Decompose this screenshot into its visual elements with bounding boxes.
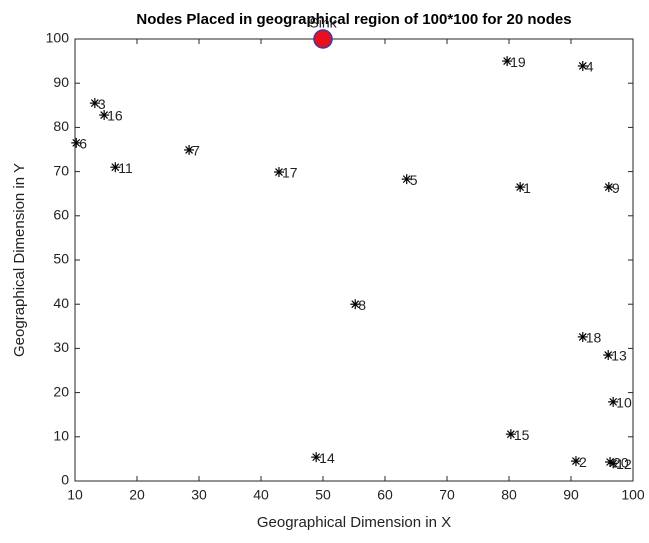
node-marker	[603, 182, 614, 193]
x-tick-label: 10	[67, 487, 83, 503]
x-tick-label: 100	[621, 487, 645, 503]
point-label: 7	[192, 143, 200, 159]
y-tick-label: 30	[53, 339, 69, 355]
point-label: Sink	[309, 15, 337, 31]
node-marker	[273, 167, 284, 178]
marker-stroke	[578, 332, 587, 341]
sink-marker	[313, 29, 333, 49]
node-marker	[184, 144, 195, 155]
point-label: 2	[579, 454, 587, 470]
marker-stroke	[90, 99, 99, 108]
point-label: 15	[514, 427, 530, 443]
point-label: 1	[523, 180, 531, 196]
node-marker	[71, 137, 82, 148]
y-tick-label: 50	[53, 251, 69, 267]
y-tick-label: 90	[53, 74, 69, 90]
x-tick-label: 60	[377, 487, 393, 503]
marker-stroke	[503, 57, 512, 66]
point-label: 20	[613, 455, 629, 471]
point-label: 19	[510, 54, 526, 70]
node-marker	[605, 456, 616, 467]
marker-stroke	[609, 459, 618, 468]
marker-stroke	[604, 183, 613, 191]
marker-stroke	[312, 453, 321, 462]
point-label: 13	[611, 348, 627, 364]
x-tick-label: 30	[191, 487, 207, 503]
marker-stroke	[100, 111, 109, 119]
point-label: 4	[586, 59, 594, 75]
y-tick-label: 80	[53, 118, 69, 134]
node-marker	[99, 110, 110, 121]
marker-stroke	[275, 168, 283, 176]
y-tick-label: 100	[46, 30, 70, 46]
x-tick-label: 70	[439, 487, 455, 503]
node-marker	[603, 350, 614, 361]
marker-stroke	[351, 300, 360, 309]
y-axis-label: Geographical Dimension in Y	[11, 163, 28, 357]
marker-stroke	[185, 146, 194, 154]
marker-stroke	[604, 351, 613, 359]
point-label: 11	[118, 160, 133, 176]
node-marker	[570, 456, 581, 467]
node-marker	[577, 60, 588, 71]
point-label: 8	[358, 297, 366, 313]
marker-stroke	[609, 397, 618, 406]
point-label: 10	[616, 395, 632, 411]
x-tick-label: 90	[563, 487, 579, 503]
marker-stroke	[516, 183, 525, 191]
y-tick-label: 20	[53, 383, 69, 399]
node-marker	[515, 182, 526, 193]
node-marker	[505, 429, 516, 440]
point-label: 18	[586, 330, 602, 346]
point-label: 12	[616, 456, 632, 472]
node-marker	[311, 452, 322, 463]
chart-title: Nodes Placed in geographical region of 1…	[136, 11, 571, 28]
x-tick-label: 80	[501, 487, 517, 503]
node-marker	[577, 331, 588, 342]
y-tick-label: 70	[53, 162, 69, 178]
node-marker	[350, 299, 361, 310]
point-label: 17	[282, 165, 298, 181]
x-tick-label: 40	[253, 487, 269, 503]
marker-stroke	[606, 458, 614, 466]
point-label: 16	[107, 108, 123, 124]
marker-stroke	[506, 430, 515, 439]
marker-stroke	[402, 175, 411, 184]
node-marker	[89, 98, 100, 109]
point-label: 3	[98, 96, 106, 112]
node-marker	[401, 174, 412, 185]
point-label: 6	[79, 136, 87, 152]
marker-stroke	[572, 457, 580, 466]
x-tick-label: 20	[129, 487, 145, 503]
marker-stroke	[578, 62, 587, 70]
node-marker	[110, 162, 121, 173]
point-label: 5	[410, 172, 418, 188]
point-label: 14	[319, 450, 335, 466]
x-axis-label: Geographical Dimension in X	[257, 514, 451, 531]
y-tick-label: 60	[53, 207, 69, 223]
y-tick-label: 0	[61, 472, 69, 488]
y-tick-label: 10	[53, 428, 69, 444]
marker-stroke	[72, 138, 81, 147]
y-tick-label: 40	[53, 295, 69, 311]
node-marker	[502, 56, 513, 67]
marker-stroke	[111, 163, 120, 172]
node-marker	[608, 396, 619, 407]
x-tick-label: 50	[315, 487, 331, 503]
point-label: 9	[612, 180, 620, 196]
